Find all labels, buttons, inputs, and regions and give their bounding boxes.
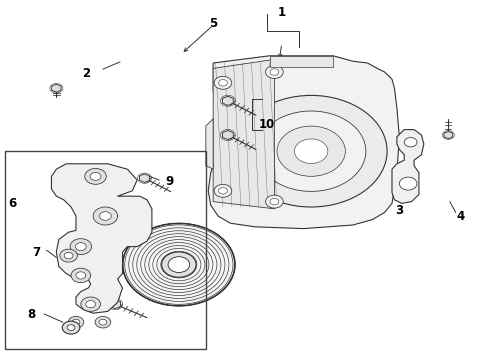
Text: 6: 6 (8, 197, 16, 210)
Circle shape (95, 316, 111, 328)
Polygon shape (444, 131, 453, 139)
Polygon shape (270, 56, 333, 67)
Circle shape (71, 268, 91, 283)
Text: 2: 2 (82, 67, 90, 80)
Circle shape (404, 138, 417, 147)
Bar (5, 151, 206, 349)
Circle shape (277, 126, 345, 176)
Text: 9: 9 (165, 175, 173, 188)
Text: 3: 3 (395, 204, 403, 217)
Circle shape (68, 316, 84, 328)
Circle shape (399, 177, 417, 190)
Circle shape (256, 111, 366, 192)
Circle shape (294, 139, 328, 163)
Polygon shape (206, 119, 213, 169)
Polygon shape (208, 56, 399, 229)
Circle shape (270, 198, 279, 205)
Circle shape (266, 66, 283, 78)
Circle shape (214, 184, 232, 197)
Polygon shape (51, 164, 152, 313)
Circle shape (235, 95, 387, 207)
Circle shape (99, 212, 111, 220)
Circle shape (219, 80, 227, 86)
Circle shape (86, 301, 96, 308)
Circle shape (67, 325, 75, 330)
Text: 8: 8 (28, 309, 36, 321)
Circle shape (75, 243, 86, 251)
Circle shape (90, 172, 101, 180)
Polygon shape (51, 84, 61, 92)
Text: 10: 10 (259, 118, 275, 131)
Circle shape (60, 249, 77, 262)
Circle shape (62, 321, 80, 334)
Circle shape (81, 297, 100, 311)
Circle shape (93, 207, 118, 225)
Polygon shape (392, 130, 424, 203)
Circle shape (64, 252, 73, 259)
Polygon shape (213, 59, 274, 209)
Circle shape (70, 239, 92, 255)
Circle shape (266, 195, 283, 208)
Text: 4: 4 (457, 210, 465, 222)
Circle shape (214, 76, 232, 89)
Polygon shape (222, 130, 233, 140)
Circle shape (85, 168, 106, 184)
Circle shape (219, 188, 227, 194)
Circle shape (76, 272, 86, 279)
Circle shape (122, 223, 235, 306)
Circle shape (99, 319, 107, 325)
Text: 1: 1 (278, 6, 286, 19)
Text: 7: 7 (33, 246, 41, 258)
Circle shape (168, 257, 190, 273)
Circle shape (270, 69, 279, 75)
Polygon shape (140, 174, 149, 183)
Circle shape (162, 252, 196, 277)
Text: 5: 5 (209, 17, 217, 30)
Polygon shape (110, 300, 121, 309)
Circle shape (72, 319, 80, 325)
Polygon shape (222, 96, 233, 105)
